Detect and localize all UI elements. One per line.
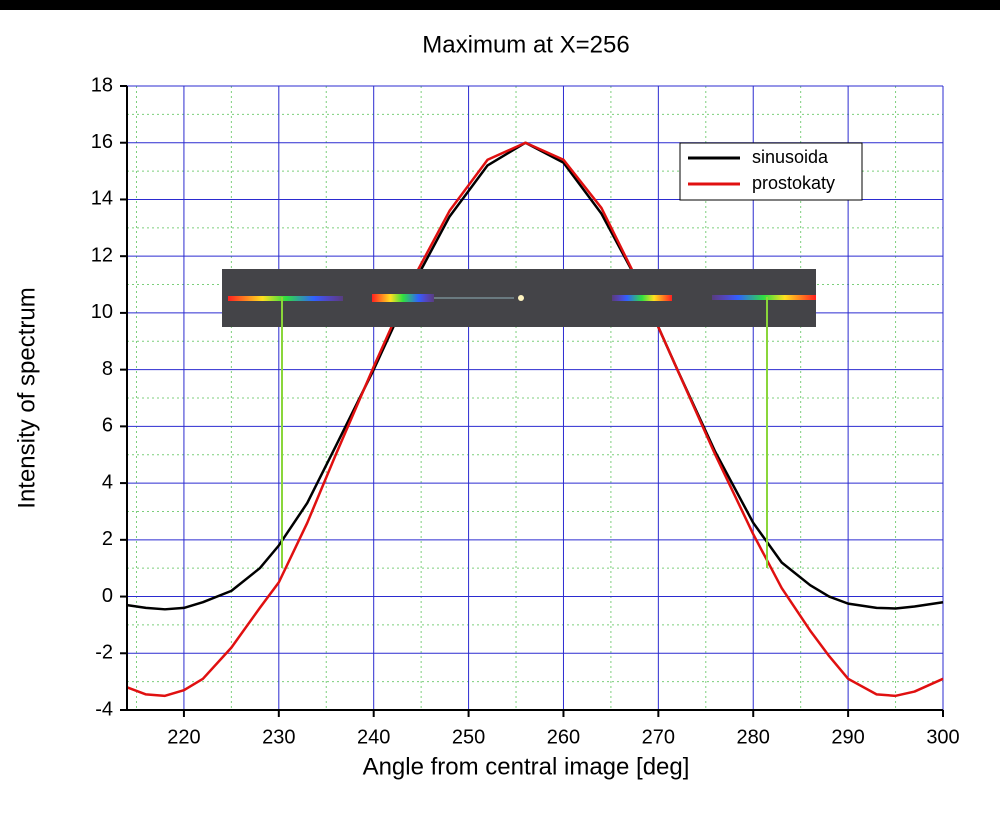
y-tick-label: 12 xyxy=(91,244,113,266)
y-tick-label: 2 xyxy=(102,528,113,550)
series-line xyxy=(126,141,944,698)
lines xyxy=(126,141,944,698)
y-axis-label: Intensity of spectrum xyxy=(13,287,40,508)
y-tick-label: 4 xyxy=(102,471,113,493)
x-axis-label: Angle from central image [deg] xyxy=(363,753,690,780)
x-tick-label: 300 xyxy=(926,726,959,748)
legend-label: prostokaty xyxy=(752,173,835,193)
x-tick-label: 240 xyxy=(357,726,390,748)
top-bar xyxy=(0,0,1000,10)
y-tick-label: 8 xyxy=(102,358,113,380)
x-tick-label: 220 xyxy=(167,726,200,748)
y-tick-label: -4 xyxy=(95,698,113,720)
y-tick-label: 10 xyxy=(91,301,113,323)
y-tick-label: 16 xyxy=(91,131,113,153)
x-tick-label: 280 xyxy=(737,726,770,748)
chart-title: Maximum at X=256 xyxy=(422,31,629,58)
y-tick-label: 18 xyxy=(91,74,113,96)
x-tick-label: 230 xyxy=(262,726,295,748)
legend-label: sinusoida xyxy=(752,147,829,167)
y-tick-label: 14 xyxy=(91,188,113,210)
legend: sinusoida prostokaty xyxy=(679,142,863,201)
spectrum-image xyxy=(222,269,816,568)
x-tick-label: 270 xyxy=(642,726,675,748)
y-tick-label: -2 xyxy=(95,642,113,664)
x-tick-label: 260 xyxy=(547,726,580,748)
y-tick-label: 0 xyxy=(102,585,113,607)
y-tick-label: 6 xyxy=(102,415,113,437)
axes xyxy=(120,85,944,717)
x-tick-label: 250 xyxy=(452,726,485,748)
x-tick-label: 290 xyxy=(831,726,864,748)
